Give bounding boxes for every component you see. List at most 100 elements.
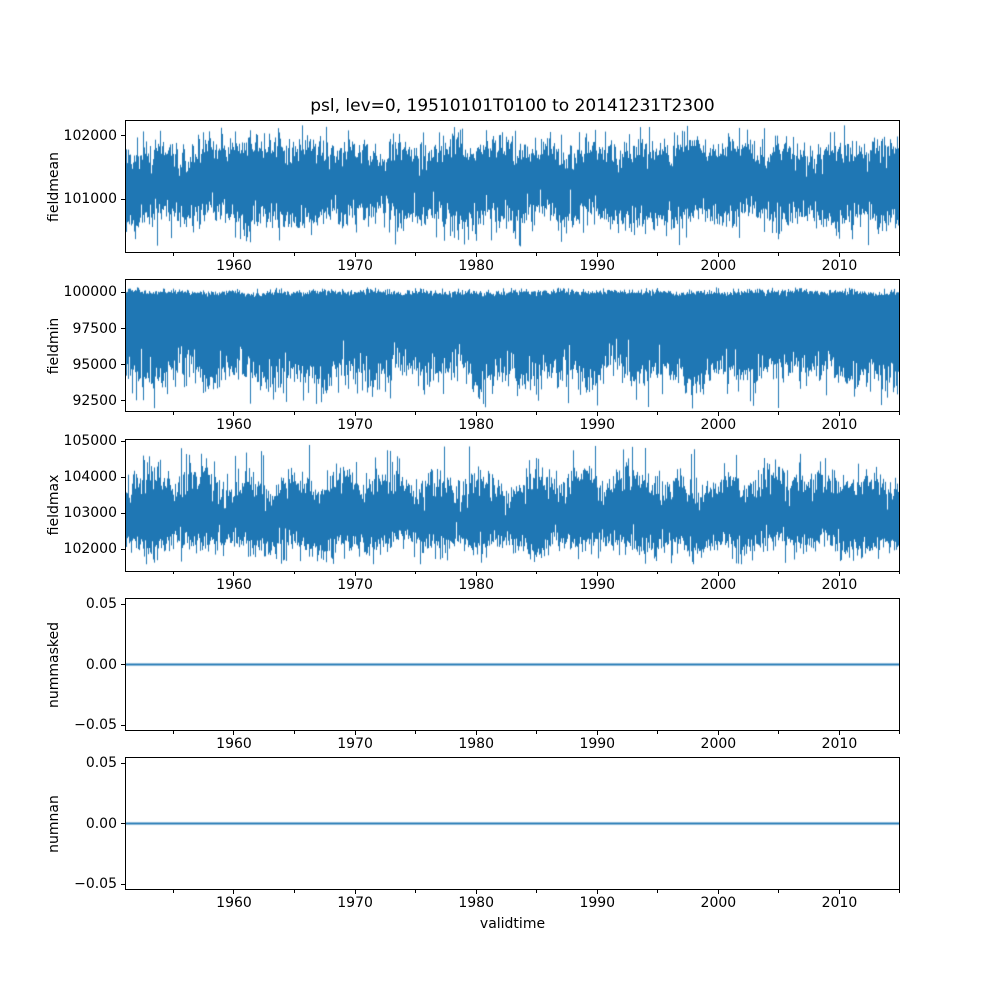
ylabel-fieldmin: fieldmin (46, 317, 62, 375)
x-tick-minor (657, 412, 659, 415)
x-tick-minor (898, 890, 900, 893)
figure-title: psl, lev=0, 19510101T0100 to 20141231T23… (310, 96, 715, 116)
series-numnan (126, 758, 899, 890)
x-tick-minor (294, 571, 296, 575)
series-fieldmax (126, 439, 899, 571)
ytick-label: 103000 (63, 505, 117, 522)
x-tick-major (596, 571, 598, 576)
x-tick-minor (657, 731, 659, 734)
ylabel-fieldmax: fieldmax (46, 474, 62, 536)
xtick-label: 1960 (216, 736, 252, 753)
x-tick-major (475, 571, 477, 576)
xtick-label: 2000 (700, 576, 737, 593)
x-tick-major (354, 731, 356, 736)
x-tick-minor (778, 571, 780, 575)
ytick-label: 0.00 (85, 656, 117, 673)
y-tick (121, 762, 125, 764)
x-tick-minor (536, 890, 538, 893)
x-tick-major (475, 412, 477, 417)
series-fieldmin (126, 280, 899, 412)
x-tick-major (233, 253, 235, 257)
x-tick-minor (778, 731, 780, 734)
x-tick-minor (898, 412, 900, 415)
axes-nummasked (125, 598, 900, 732)
y-tick (121, 548, 125, 550)
x-tick-major (838, 890, 840, 895)
ytick-label: 0.00 (85, 815, 117, 832)
y-tick (121, 440, 125, 442)
xtick-label: 1980 (458, 576, 494, 593)
x-tick-major (596, 731, 598, 736)
axes-fieldmin (125, 279, 900, 413)
x-tick-minor (415, 412, 417, 415)
ylabel-numnan: numnan (46, 795, 62, 853)
x-tick-major (838, 412, 840, 417)
y-tick (121, 512, 125, 514)
xtick-label: 1970 (337, 258, 373, 274)
xtick-label: 2010 (821, 576, 858, 593)
xtick-label: 1960 (216, 258, 252, 274)
axes-fieldmean (125, 120, 900, 253)
x-tick-minor (172, 253, 174, 256)
x-tick-major (596, 253, 598, 257)
x-tick-major (475, 253, 477, 257)
x-tick-major (717, 412, 719, 417)
ytick-label: −0.05 (74, 876, 117, 893)
x-axis-label: validtime (479, 916, 546, 932)
xtick-label: 1970 (337, 576, 373, 593)
x-tick-major (354, 890, 356, 895)
xtick-label: 1990 (579, 576, 616, 593)
xtick-label: 2010 (821, 417, 858, 434)
x-tick-minor (415, 571, 417, 575)
y-tick (121, 291, 125, 293)
y-tick (121, 364, 125, 366)
xtick-label: 1990 (579, 736, 616, 753)
ytick-label: 97500 (72, 320, 117, 337)
xtick-label: 1970 (337, 417, 373, 434)
xtick-label: 1960 (216, 417, 252, 434)
y-tick (121, 476, 125, 478)
x-tick-minor (657, 571, 659, 575)
x-tick-minor (657, 253, 659, 256)
ytick-label: 92500 (72, 392, 117, 409)
x-tick-major (233, 731, 235, 736)
ylabel-fieldmean: fieldmean (46, 151, 62, 222)
x-tick-minor (657, 890, 659, 893)
x-tick-minor (294, 731, 296, 734)
xtick-label: 1960 (216, 576, 252, 593)
x-tick-major (838, 731, 840, 736)
x-tick-minor (172, 412, 174, 415)
x-tick-major (596, 890, 598, 895)
x-tick-minor (536, 571, 538, 575)
x-tick-minor (778, 890, 780, 893)
xtick-label: 2010 (821, 258, 858, 274)
x-tick-minor (536, 253, 538, 256)
x-tick-major (475, 890, 477, 895)
ytick-label: 101000 (63, 191, 117, 208)
x-tick-major (354, 571, 356, 576)
xtick-label: 1980 (458, 895, 494, 912)
axes-numnan (125, 757, 900, 891)
x-tick-minor (898, 253, 900, 256)
y-tick (121, 823, 125, 825)
x-tick-minor (172, 731, 174, 734)
xtick-label: 1970 (337, 895, 373, 912)
xtick-label: 2010 (821, 736, 858, 753)
ytick-label: 0.05 (85, 755, 117, 772)
y-tick (121, 603, 125, 605)
x-tick-major (717, 571, 719, 576)
ytick-label: 104000 (63, 469, 117, 486)
x-tick-major (717, 731, 719, 736)
y-tick (121, 724, 125, 726)
y-tick (121, 198, 125, 200)
ytick-label: −0.05 (74, 717, 117, 734)
x-tick-minor (778, 412, 780, 415)
ytick-label: 105000 (63, 433, 117, 450)
x-tick-major (354, 412, 356, 417)
x-tick-major (233, 890, 235, 895)
xtick-label: 1970 (337, 736, 373, 753)
y-tick (121, 664, 125, 666)
x-tick-major (717, 890, 719, 895)
x-tick-major (838, 571, 840, 576)
